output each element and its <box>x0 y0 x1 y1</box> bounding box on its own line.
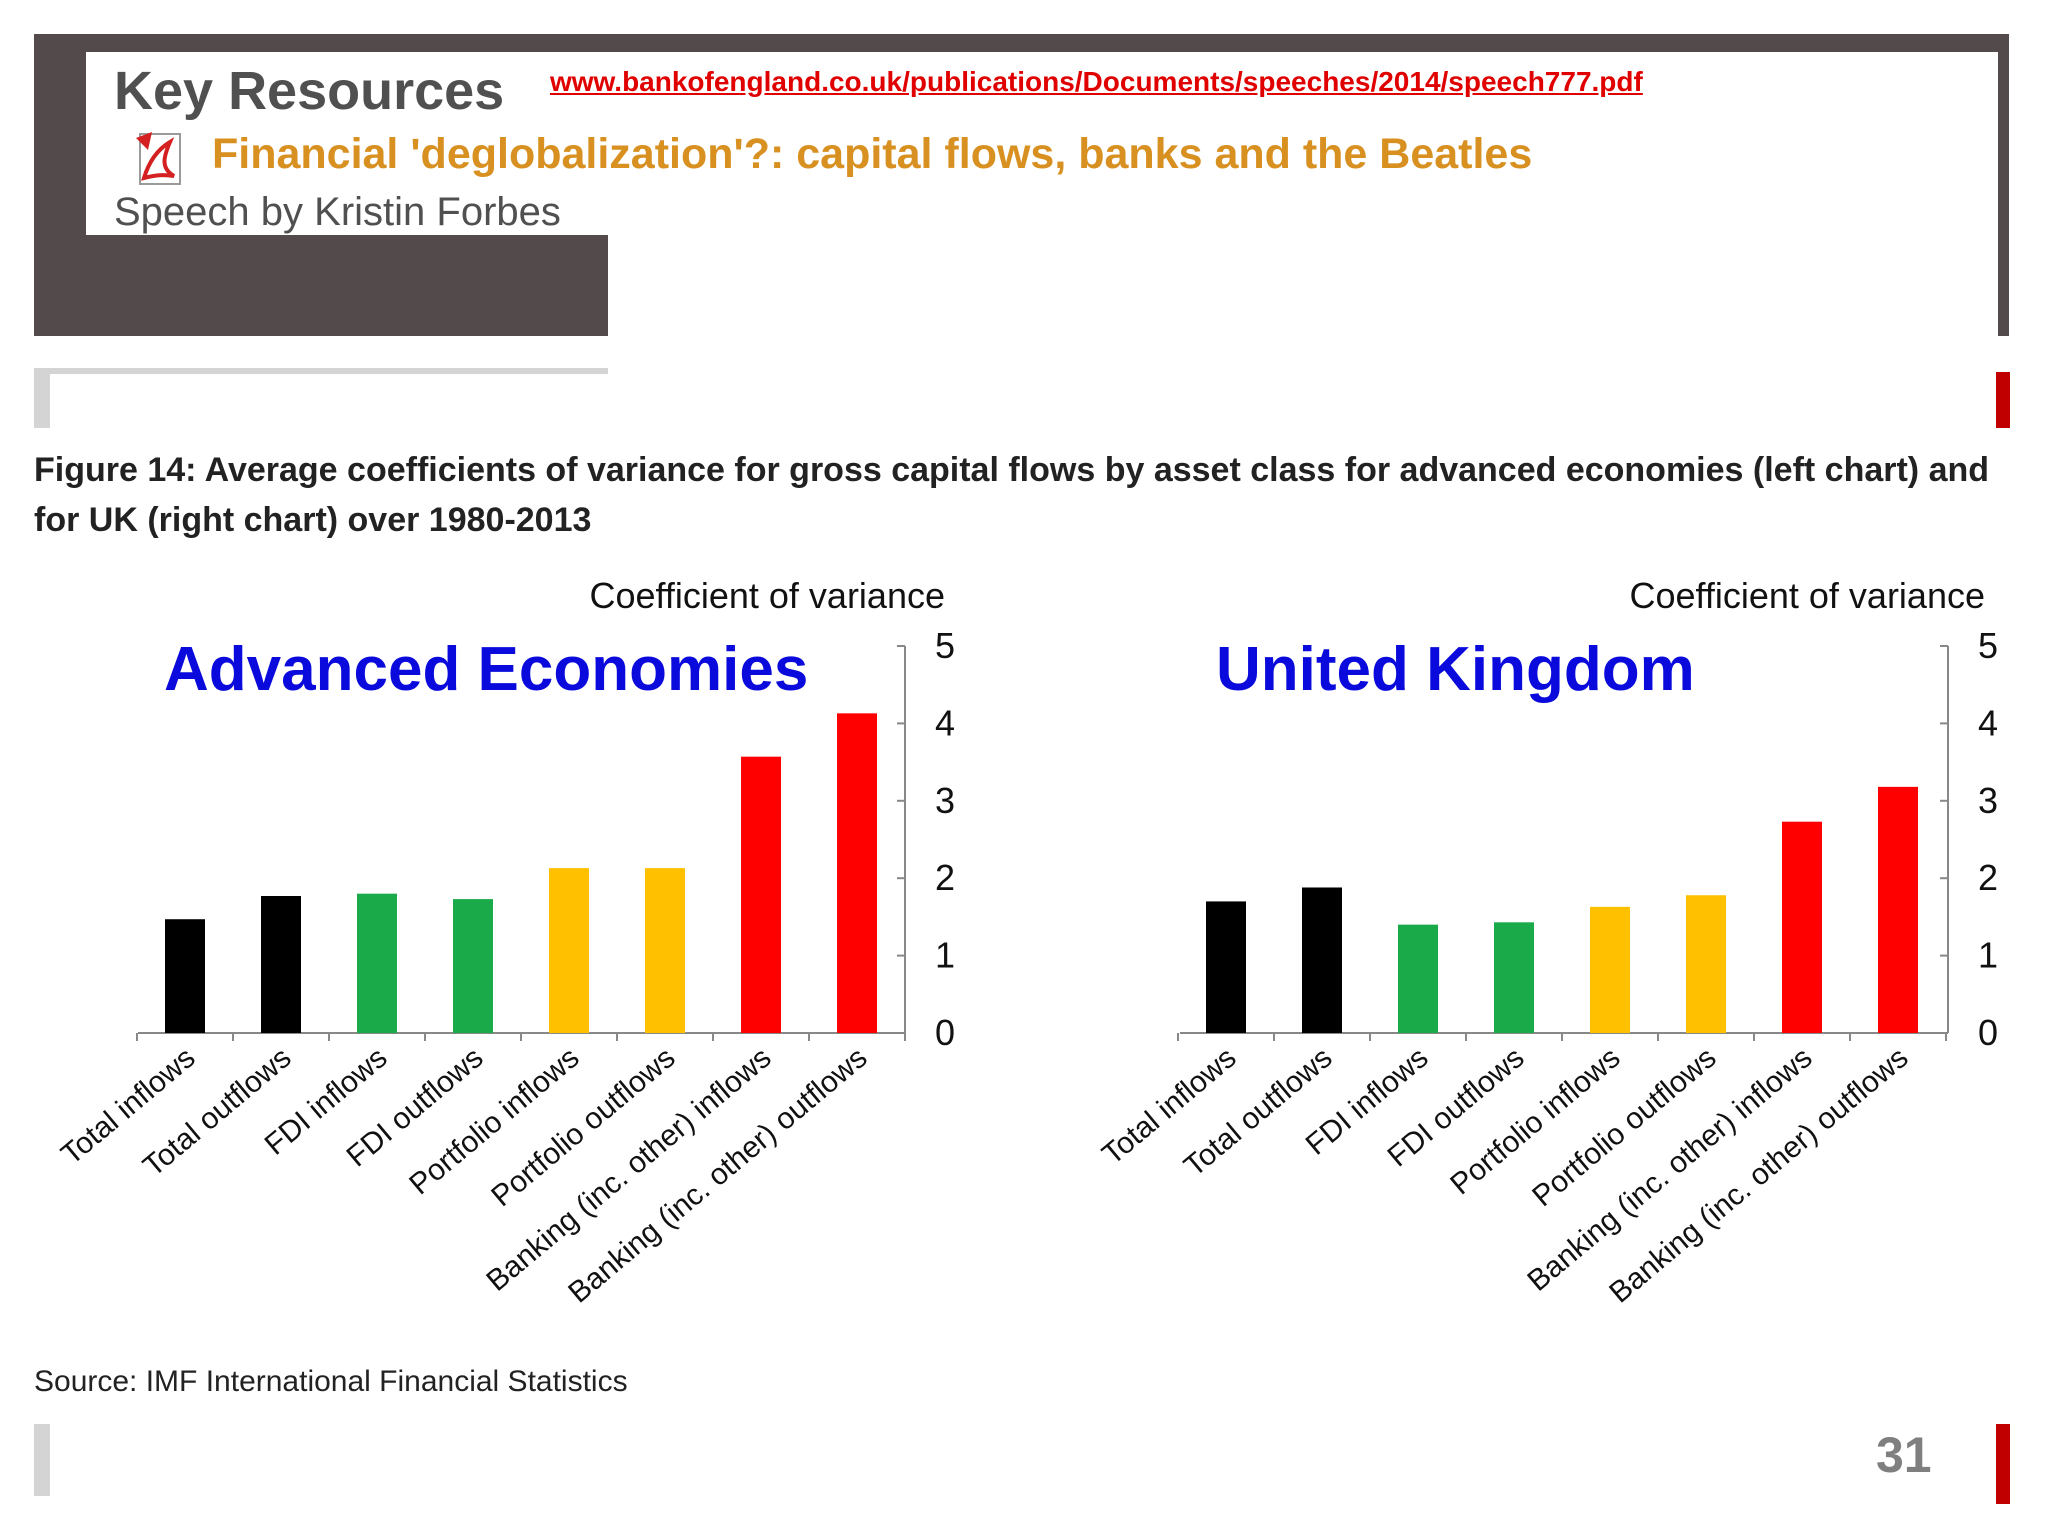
y-tick-label: 2 <box>935 857 955 898</box>
chart-united-kingdom: United Kingdom Coefficient of variance 0 1 2… <box>1096 575 1998 1310</box>
key-resources-heading: Key Resources <box>114 61 505 121</box>
y-tick-label: 1 <box>935 935 955 976</box>
bar <box>741 756 781 1033</box>
y-tick-label: 5 <box>1978 625 1998 666</box>
chart-title: Advanced Economies <box>164 635 808 704</box>
source-note: Source: IMF International Financial Stat… <box>34 1365 628 1398</box>
bar <box>453 899 493 1033</box>
x-category-label: Portfolio inflows <box>403 1041 585 1201</box>
speech-author: Speech by Kristin Forbes <box>114 190 561 234</box>
y-tick-label: 0 <box>935 1012 955 1053</box>
y-tick-label: 4 <box>1978 702 1998 743</box>
divider-line-top <box>34 368 608 374</box>
y-tick-label: 3 <box>935 780 955 821</box>
bar <box>645 868 685 1033</box>
chart-title: United Kingdom <box>1216 635 1695 704</box>
page-number: 31 <box>1876 1427 1932 1483</box>
chart-advanced-economies: Advanced Economies Coefficient of varianc… <box>55 575 955 1310</box>
y-tick-label: 2 <box>1978 857 1998 898</box>
y-tick-label: 4 <box>935 702 955 743</box>
accent-bar-right-top <box>1996 372 2010 428</box>
y-tick-label: 1 <box>1978 935 1998 976</box>
y-tick-label: 3 <box>1978 780 1998 821</box>
header-frame-right <box>1998 34 2009 336</box>
header-panel-right <box>608 52 1998 342</box>
bar <box>1494 922 1534 1033</box>
bar <box>1590 906 1630 1033</box>
pdf-icon[interactable] <box>130 128 190 188</box>
x-category-label: Portfolio inflows <box>1444 1041 1626 1201</box>
y-axis-label: Coefficient of variance <box>589 575 945 616</box>
bar <box>1686 895 1726 1033</box>
bar <box>357 893 397 1033</box>
accent-bar-right-bottom <box>1996 1424 2010 1504</box>
y-axis-label: Coefficient of variance <box>1629 575 1985 616</box>
bar <box>837 713 877 1033</box>
y-tick-label: 0 <box>1978 1012 1998 1053</box>
divider-left-bottom <box>34 1424 50 1496</box>
figure-title: Figure 14: Average coefficients of varia… <box>34 451 1990 539</box>
bar <box>1302 887 1342 1033</box>
bar <box>1782 821 1822 1033</box>
speech-url-link[interactable]: www.bankofengland.co.uk/publications/Doc… <box>550 66 1643 97</box>
bar <box>1878 786 1918 1033</box>
y-tick-label: 5 <box>935 625 955 666</box>
bar <box>1398 924 1438 1033</box>
bar <box>165 919 205 1033</box>
bar <box>1206 901 1246 1033</box>
speech-title-link[interactable]: Financial 'deglobalization'?: capital fl… <box>212 130 1533 178</box>
bar <box>261 896 301 1033</box>
divider-left-top <box>34 368 50 428</box>
bar <box>549 868 589 1033</box>
